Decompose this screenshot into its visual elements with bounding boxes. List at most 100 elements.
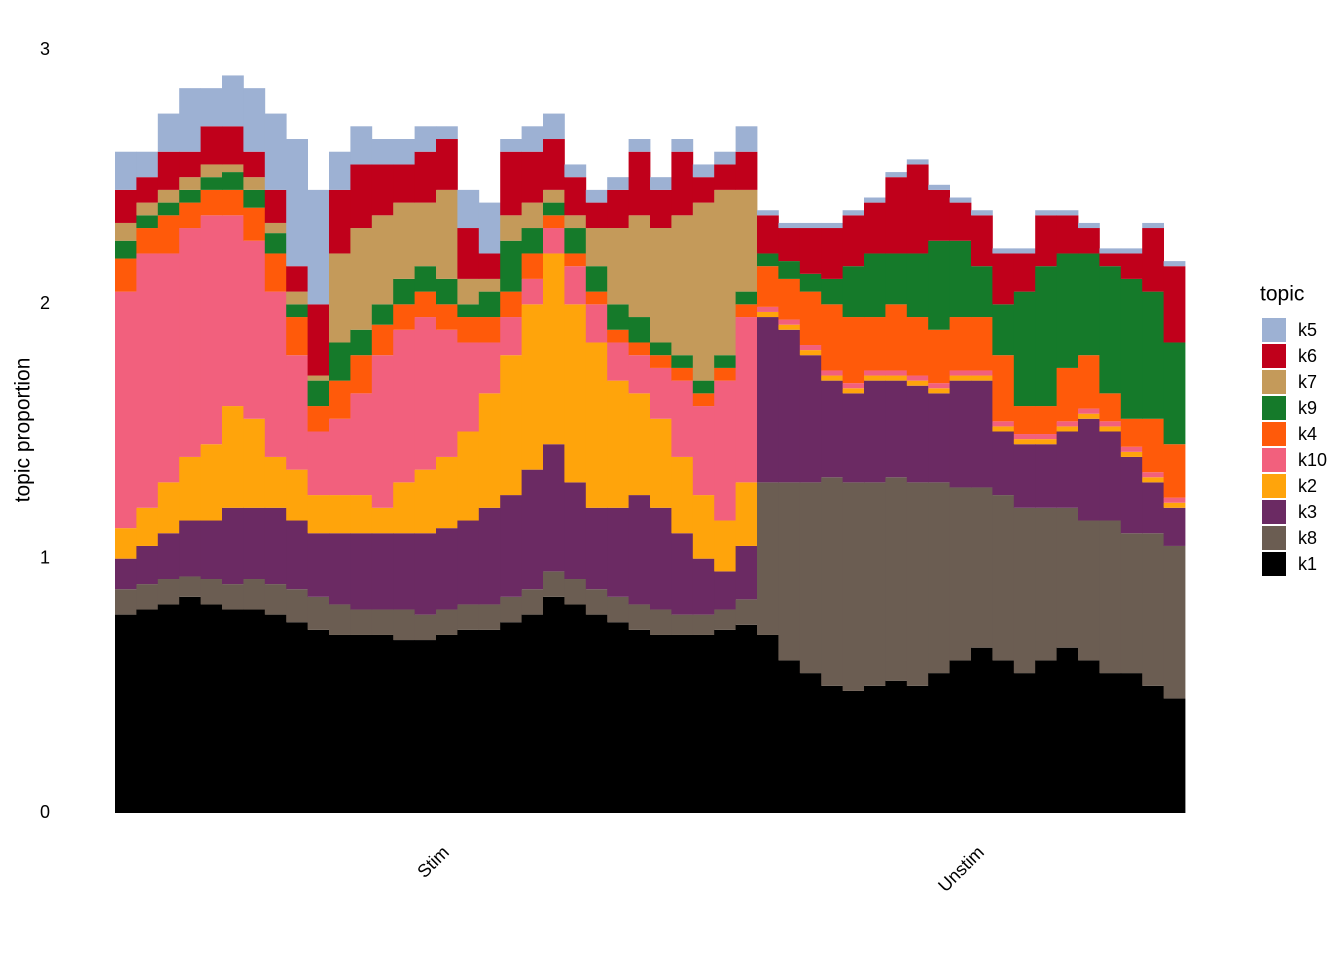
- bar-segment: [222, 584, 244, 610]
- bar-segment: [585, 266, 608, 292]
- bar-segment: [821, 304, 843, 371]
- bar-segment: [200, 88, 223, 127]
- bar-segment: [329, 189, 351, 254]
- bar-segment: [864, 685, 886, 813]
- bar-segment: [585, 589, 608, 615]
- bar-segment: [949, 197, 972, 203]
- bar-segment: [500, 495, 522, 597]
- bar-segment: [478, 342, 501, 394]
- bar-segment: [757, 634, 779, 813]
- bar-segment: [778, 324, 801, 330]
- bar-segment: [350, 495, 373, 534]
- bar-segment: [778, 319, 801, 325]
- bar-segment: [179, 177, 201, 190]
- bar-segment: [692, 558, 715, 615]
- bar-segment: [1013, 444, 1036, 508]
- bar-segment: [179, 576, 201, 597]
- bar-segment: [714, 571, 736, 610]
- bar-segment: [1078, 408, 1100, 414]
- bar-segment: [521, 614, 544, 813]
- bar-segment: [564, 215, 587, 229]
- bar-segment: [714, 164, 736, 190]
- bar-segment: [671, 634, 694, 813]
- bar-segment: [307, 629, 330, 813]
- bar-segment: [307, 406, 330, 432]
- bar-segment: [1142, 228, 1164, 292]
- legend-swatch: [1262, 344, 1286, 368]
- bar-segment: [885, 177, 908, 254]
- bar-segment: [393, 640, 415, 813]
- bar-segment: [671, 215, 694, 356]
- bar-segment: [307, 304, 330, 376]
- bar-segment: [286, 291, 308, 305]
- bar-segment: [222, 172, 244, 190]
- legend-swatch: [1262, 552, 1286, 576]
- bar-segment: [757, 311, 779, 318]
- bar-segment: [1035, 210, 1057, 216]
- bar-segment: [1013, 434, 1036, 440]
- bar-segment: [842, 266, 865, 318]
- bar-segment: [671, 139, 694, 152]
- bar-segment: [393, 304, 415, 330]
- bar-segment: [1013, 439, 1036, 445]
- bar-segment: [1142, 477, 1164, 483]
- bar-segment: [757, 317, 779, 483]
- bar-segment: [200, 444, 223, 521]
- bar-segment: [842, 393, 865, 483]
- bar-segment: [1099, 253, 1122, 267]
- bar-segment: [500, 139, 522, 152]
- bar-segment: [243, 207, 266, 241]
- bar-segment: [906, 317, 929, 376]
- legend-label: k9: [1298, 398, 1317, 418]
- bar-segment: [1013, 248, 1036, 254]
- bar-segment: [200, 177, 223, 190]
- bar-segment: [329, 380, 351, 419]
- bar-segment: [179, 228, 201, 457]
- bar-segment: [842, 690, 865, 813]
- bar-segment: [393, 609, 415, 641]
- bar-segment: [157, 482, 180, 534]
- bar-segment: [607, 380, 629, 508]
- bar-segment: [1142, 482, 1164, 534]
- bar-segment: [371, 215, 394, 305]
- bar-segment: [906, 380, 929, 386]
- bar-segment: [286, 589, 308, 623]
- bar-segment: [564, 177, 587, 216]
- bar-segment: [264, 113, 287, 190]
- bar-segment: [1056, 253, 1079, 368]
- bar-segment: [585, 342, 608, 508]
- bar-segment: [457, 228, 480, 279]
- bar-segment: [628, 604, 651, 630]
- bar-segment: [286, 139, 308, 267]
- bar-segment: [650, 418, 672, 508]
- bar-segment: [543, 444, 565, 572]
- bar-segment: [1120, 456, 1143, 534]
- bar-segment: [906, 385, 929, 483]
- legend-label: k2: [1298, 476, 1317, 496]
- bar-segment: [543, 215, 565, 229]
- bar-segment: [1142, 418, 1164, 473]
- bar-segment: [457, 520, 480, 605]
- bar-segment: [478, 278, 501, 292]
- bar-segment: [799, 482, 822, 674]
- bar-segment: [1163, 266, 1186, 343]
- bar-segment: [1142, 222, 1164, 229]
- bar-segment: [1120, 446, 1143, 452]
- legend-label: k5: [1298, 320, 1317, 340]
- bar-segment: [628, 355, 651, 394]
- bar-segment: [1163, 261, 1186, 267]
- bar-segment: [1035, 507, 1057, 661]
- bar-segment: [928, 184, 950, 190]
- bar-segment: [264, 507, 287, 585]
- bar-segment: [650, 355, 672, 368]
- legend-swatch: [1262, 526, 1286, 550]
- bar-segment: [757, 210, 779, 216]
- bar-segment: [393, 329, 415, 483]
- bar-segment: [371, 324, 394, 356]
- bar-segment: [885, 304, 908, 371]
- y-tick-label: 1: [40, 547, 50, 567]
- bar-segment: [500, 596, 522, 623]
- bar-segment: [585, 507, 608, 590]
- bar-segment: [607, 507, 629, 597]
- bar-segment: [307, 375, 330, 381]
